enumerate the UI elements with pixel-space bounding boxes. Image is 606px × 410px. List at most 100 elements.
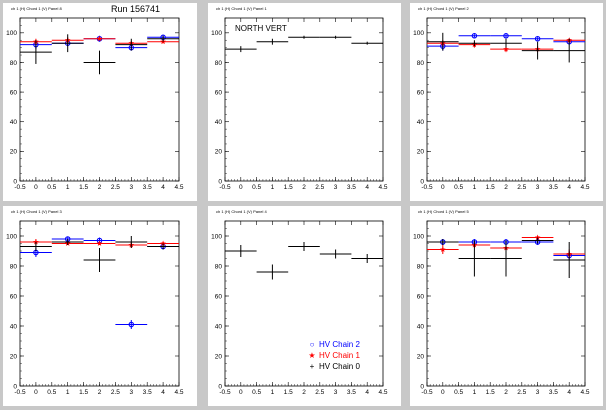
panel-title: ch 1 (H) Chord 1 (V) Panel 1 (216, 6, 267, 11)
legend-entry: ○ HV Chain 2 (305, 339, 360, 350)
x-tick-label: 4.5 (174, 184, 183, 191)
x-tick-label: 3.5 (549, 184, 558, 191)
y-tick-label: 0 (420, 383, 424, 390)
x-tick-label: 3.5 (143, 389, 152, 396)
x-tick-label: 2 (302, 389, 306, 396)
x-tick-label: 3.5 (549, 389, 558, 396)
legend-label: HV Chain 1 (319, 351, 360, 360)
data-point (439, 246, 446, 252)
x-tick-label: 0 (34, 389, 38, 396)
y-tick-label: 100 (211, 233, 222, 240)
chart-panel-6: ch 1 (H) Chord 1 (V) Panel 5 -0.5 0 0.5 1 1.5… (410, 206, 603, 406)
legend-entry: ★ HV Chain 1 (305, 350, 360, 361)
legend-entry: + HV Chain 0 (305, 361, 360, 372)
x-tick-label: 0 (239, 184, 243, 191)
data-point (33, 239, 39, 245)
x-tick-label: 3.5 (347, 389, 356, 396)
y-tick-label: 100 (6, 233, 17, 240)
x-tick-label: 4 (365, 389, 369, 396)
x-tick-label: 2 (98, 184, 102, 191)
y-tick-label: 0 (218, 383, 222, 390)
y-tick-label: 100 (413, 30, 424, 37)
y-tick-label: 40 (215, 323, 223, 330)
x-tick-label: 2 (98, 389, 102, 396)
run-label: Run 156741 (111, 4, 161, 14)
x-tick-label: 1 (271, 184, 275, 191)
y-tick-label: 60 (10, 293, 18, 300)
data-point (503, 33, 509, 39)
data-point (96, 240, 103, 246)
y-tick-label: 0 (420, 178, 424, 185)
x-tick-label: 0.5 (454, 184, 463, 191)
series-2 (427, 32, 585, 63)
y-tick-label: 60 (10, 89, 18, 96)
x-tick-label: 2 (302, 184, 306, 191)
y-tick-label: 40 (10, 323, 18, 330)
y-tick-label: 40 (417, 119, 425, 126)
circle-marker-icon: ○ (309, 340, 315, 349)
y-tick-label: 80 (215, 263, 223, 270)
chart-panel-3: ch 1 (H) Chord 1 (V) Panel 2 -0.5 0 0.5 1 1.5… (410, 3, 603, 201)
data-point (471, 33, 478, 39)
data-point (128, 321, 135, 328)
x-tick-label: 3 (536, 184, 540, 191)
x-tick-label: 2.5 (315, 184, 324, 191)
x-tick-label: 0.5 (47, 389, 56, 396)
panel-title: ch 1 (H) Chord 1 (V) Panel 5 (418, 209, 469, 214)
chart-panel-2: ch 1 (H) Chord 1 (V) Panel 1 -0.5 0 0.5 1 1.5… (208, 3, 401, 201)
y-tick-label: 100 (211, 30, 222, 37)
y-tick-label: 80 (10, 60, 18, 67)
y-tick-label: 20 (215, 353, 223, 360)
legend-label: HV Chain 0 (319, 362, 360, 371)
x-tick-label: 0.5 (454, 389, 463, 396)
chart-panel-1: ch 1 (H) Chord 1 (V) Panel 8 Run 156741 -0… (3, 3, 197, 201)
plot-frame (19, 220, 180, 387)
y-tick-label: 0 (13, 383, 17, 390)
y-tick-label: 0 (13, 178, 17, 185)
x-tick-label: 0.5 (252, 389, 261, 396)
x-tick-label: 2.5 (517, 389, 526, 396)
x-tick-label: 4 (161, 389, 165, 396)
x-tick-label: 4 (161, 184, 165, 191)
data-point (160, 240, 166, 246)
x-tick-label: 0.5 (47, 184, 56, 191)
x-tick-label: 3 (129, 184, 133, 191)
x-tick-label: 1 (473, 184, 477, 191)
x-tick-label: 4.5 (174, 389, 183, 396)
x-tick-label: -0.5 (421, 184, 433, 191)
panel-title: ch 1 (H) Chord 1 (V) Panel 2 (418, 6, 469, 11)
data-point (503, 46, 509, 52)
x-tick-label: 1.5 (79, 389, 88, 396)
chart-panel-5: ch 1 (H) Chord 1 (V) Panel 4 -0.5 0 0.5 1 1.5… (208, 206, 401, 406)
y-tick-label: 100 (6, 30, 17, 37)
y-tick-label: 80 (10, 263, 18, 270)
y-tick-label: 60 (215, 293, 223, 300)
x-tick-label: 1.5 (79, 184, 88, 191)
y-tick-label: 80 (417, 263, 425, 270)
y-tick-label: 20 (10, 149, 18, 156)
plot-frame (224, 17, 384, 182)
x-tick-label: 2 (504, 184, 508, 191)
y-tick-label: 20 (417, 353, 425, 360)
y-tick-label: 60 (417, 89, 425, 96)
y-tick-label: 0 (218, 178, 222, 185)
y-tick-label: 20 (417, 149, 425, 156)
x-tick-label: 3 (334, 389, 338, 396)
x-tick-label: 1.5 (284, 184, 293, 191)
series-2 (427, 237, 585, 278)
x-tick-label: 0 (441, 184, 445, 191)
x-tick-label: 3.5 (347, 184, 356, 191)
series-2 (20, 34, 179, 75)
x-tick-label: 1 (473, 389, 477, 396)
x-tick-label: 4.5 (580, 389, 589, 396)
x-tick-label: 3 (129, 389, 133, 396)
y-tick-label: 60 (215, 89, 223, 96)
x-tick-label: 1 (271, 389, 275, 396)
x-tick-label: 1.5 (486, 184, 495, 191)
x-tick-label: 3.5 (143, 184, 152, 191)
x-tick-label: 1 (66, 184, 70, 191)
